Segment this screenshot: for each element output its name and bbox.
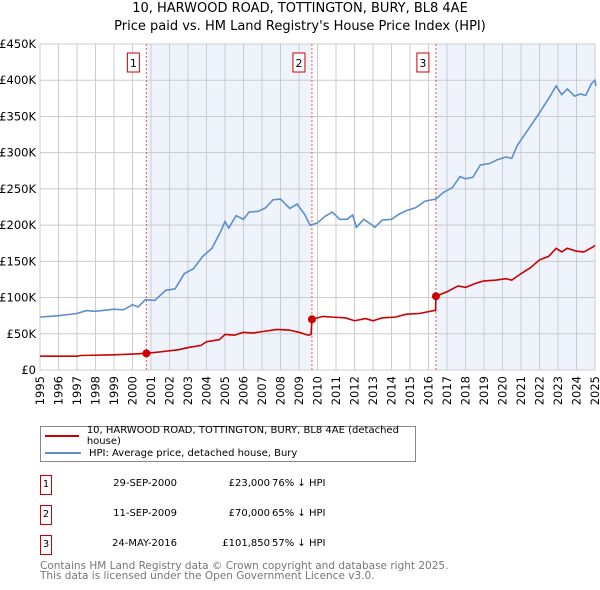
footer-copyright: Contains HM Land Registry data © Crown c…	[40, 560, 449, 572]
y-tick-label: £200K	[0, 218, 36, 232]
x-tick-label: 2019	[477, 376, 491, 405]
sale-marker-number: 3	[419, 57, 426, 70]
sale-marker-box	[416, 52, 430, 73]
hpi-line	[39, 78, 597, 318]
x-tick-label: 2013	[366, 376, 380, 405]
x-tick-label: 2004	[200, 376, 214, 405]
legend-item-hpi: HPI: Average price, detached house, Bury	[41, 445, 297, 461]
x-tick-label: 2022	[533, 376, 547, 405]
chart-area: £0 £50K £100K £150K £200K £250K £300K £350K £400…	[0, 37, 600, 405]
sale-marker-box	[126, 52, 140, 73]
x-tick-label: 2015	[403, 376, 417, 405]
x-tick-label: 2020	[496, 376, 510, 405]
y-tick-label: £150K	[0, 254, 36, 268]
legend: 10, HARWOOD ROAD, TOTTINGTON, BURY, BL8 …	[40, 425, 416, 462]
sale-point	[142, 349, 151, 358]
legend-swatch-blue	[45, 452, 81, 454]
sale-marker-label: 2	[40, 505, 52, 525]
price-paid-line	[40, 244, 596, 358]
legend-swatch-red	[45, 435, 79, 437]
shaded-period	[435, 44, 595, 370]
sale-hpi-diff: 57% ↓ HPI	[272, 538, 326, 549]
x-tick-label: 2000	[126, 376, 140, 405]
x-tick-label: 2008	[274, 376, 288, 405]
x-tick-label: 2009	[292, 376, 306, 405]
sale-point	[307, 315, 316, 324]
y-tick-label: £50K	[7, 327, 37, 341]
plot-border	[39, 43, 596, 371]
sale-hpi-diff: 76% ↓ HPI	[272, 478, 326, 489]
shaded-period	[146, 44, 312, 370]
sale-hpi-diff: 65% ↓ HPI	[272, 508, 326, 519]
y-tick-label: £100K	[0, 291, 36, 305]
y-tick-label: £300K	[0, 146, 36, 160]
sale-price: £101,850	[222, 538, 270, 549]
x-tick-label: 1999	[107, 376, 121, 405]
x-tick-label: 2003	[181, 376, 195, 405]
sale-point	[431, 292, 440, 301]
sale-row: 1 29-SEP-2000 £23,000 76% ↓ HPI	[40, 475, 440, 495]
legend-label: 10, HARWOOD ROAD, TOTTINGTON, BURY, BL8 …	[86, 425, 399, 447]
x-tick-label: 2006	[237, 376, 251, 405]
x-tick-label: 2012	[348, 376, 362, 405]
x-tick-label: 2018	[459, 376, 473, 405]
y-tick-label: £450K	[0, 37, 36, 51]
x-tick-label: 2023	[551, 376, 565, 405]
x-tick-label: 1995	[33, 376, 47, 405]
sale-marker-number: 1	[130, 57, 137, 70]
y-tick-label: £400K	[0, 73, 36, 87]
sale-marker-box	[292, 52, 306, 73]
x-tick-label: 2007	[255, 376, 269, 405]
chart-title: 10, HARWOOD ROAD, TOTTINGTON, BURY, BL8 …	[132, 1, 468, 16]
x-tick-label: 2002	[163, 376, 177, 405]
x-tick-label: 2017	[440, 376, 454, 405]
x-tick-label: 2005	[218, 376, 232, 405]
sale-price: £23,000	[228, 478, 270, 489]
sale-marker-label: 3	[40, 535, 52, 555]
sale-price: £70,000	[228, 508, 270, 519]
sale-marker-number: 2	[295, 57, 302, 70]
y-tick-label: £250K	[0, 182, 36, 196]
x-tick-label: 2021	[514, 376, 528, 405]
sale-row: 2 11-SEP-2009 £70,000 65% ↓ HPI	[40, 505, 440, 525]
sale-date: 24-MAY-2016	[111, 538, 177, 549]
x-tick-label: 2025	[588, 376, 600, 405]
x-tick-label: 1997	[70, 376, 84, 405]
sale-date: 11-SEP-2009	[113, 508, 177, 519]
legend-label: HPI: Average price, detached house, Bury	[89, 447, 298, 459]
sale-date: 29-SEP-2000	[113, 478, 177, 489]
x-tick-label: 2014	[385, 376, 399, 405]
legend-item-property: 10, HARWOOD ROAD, TOTTINGTON, BURY, BL8 …	[41, 425, 415, 447]
x-tick-label: 1996	[52, 376, 66, 405]
x-tick-label: 2016	[422, 376, 436, 405]
y-tick-label: £0	[21, 363, 36, 377]
x-tick-label: 2001	[144, 376, 158, 405]
sale-row: 3 24-MAY-2016 £101,850 57% ↓ HPI	[40, 535, 440, 555]
x-tick-label: 2010	[311, 376, 325, 405]
footer-licence: This data is licensed under the Open Gov…	[40, 570, 375, 582]
x-tick-label: 1998	[89, 376, 103, 405]
chart-subtitle: Price paid vs. HM Land Registry's House …	[114, 19, 486, 34]
sale-marker-label: 1	[40, 475, 52, 495]
x-tick-label: 2024	[570, 376, 584, 405]
y-tick-label: £350K	[0, 109, 36, 123]
x-tick-label: 2011	[329, 376, 343, 405]
